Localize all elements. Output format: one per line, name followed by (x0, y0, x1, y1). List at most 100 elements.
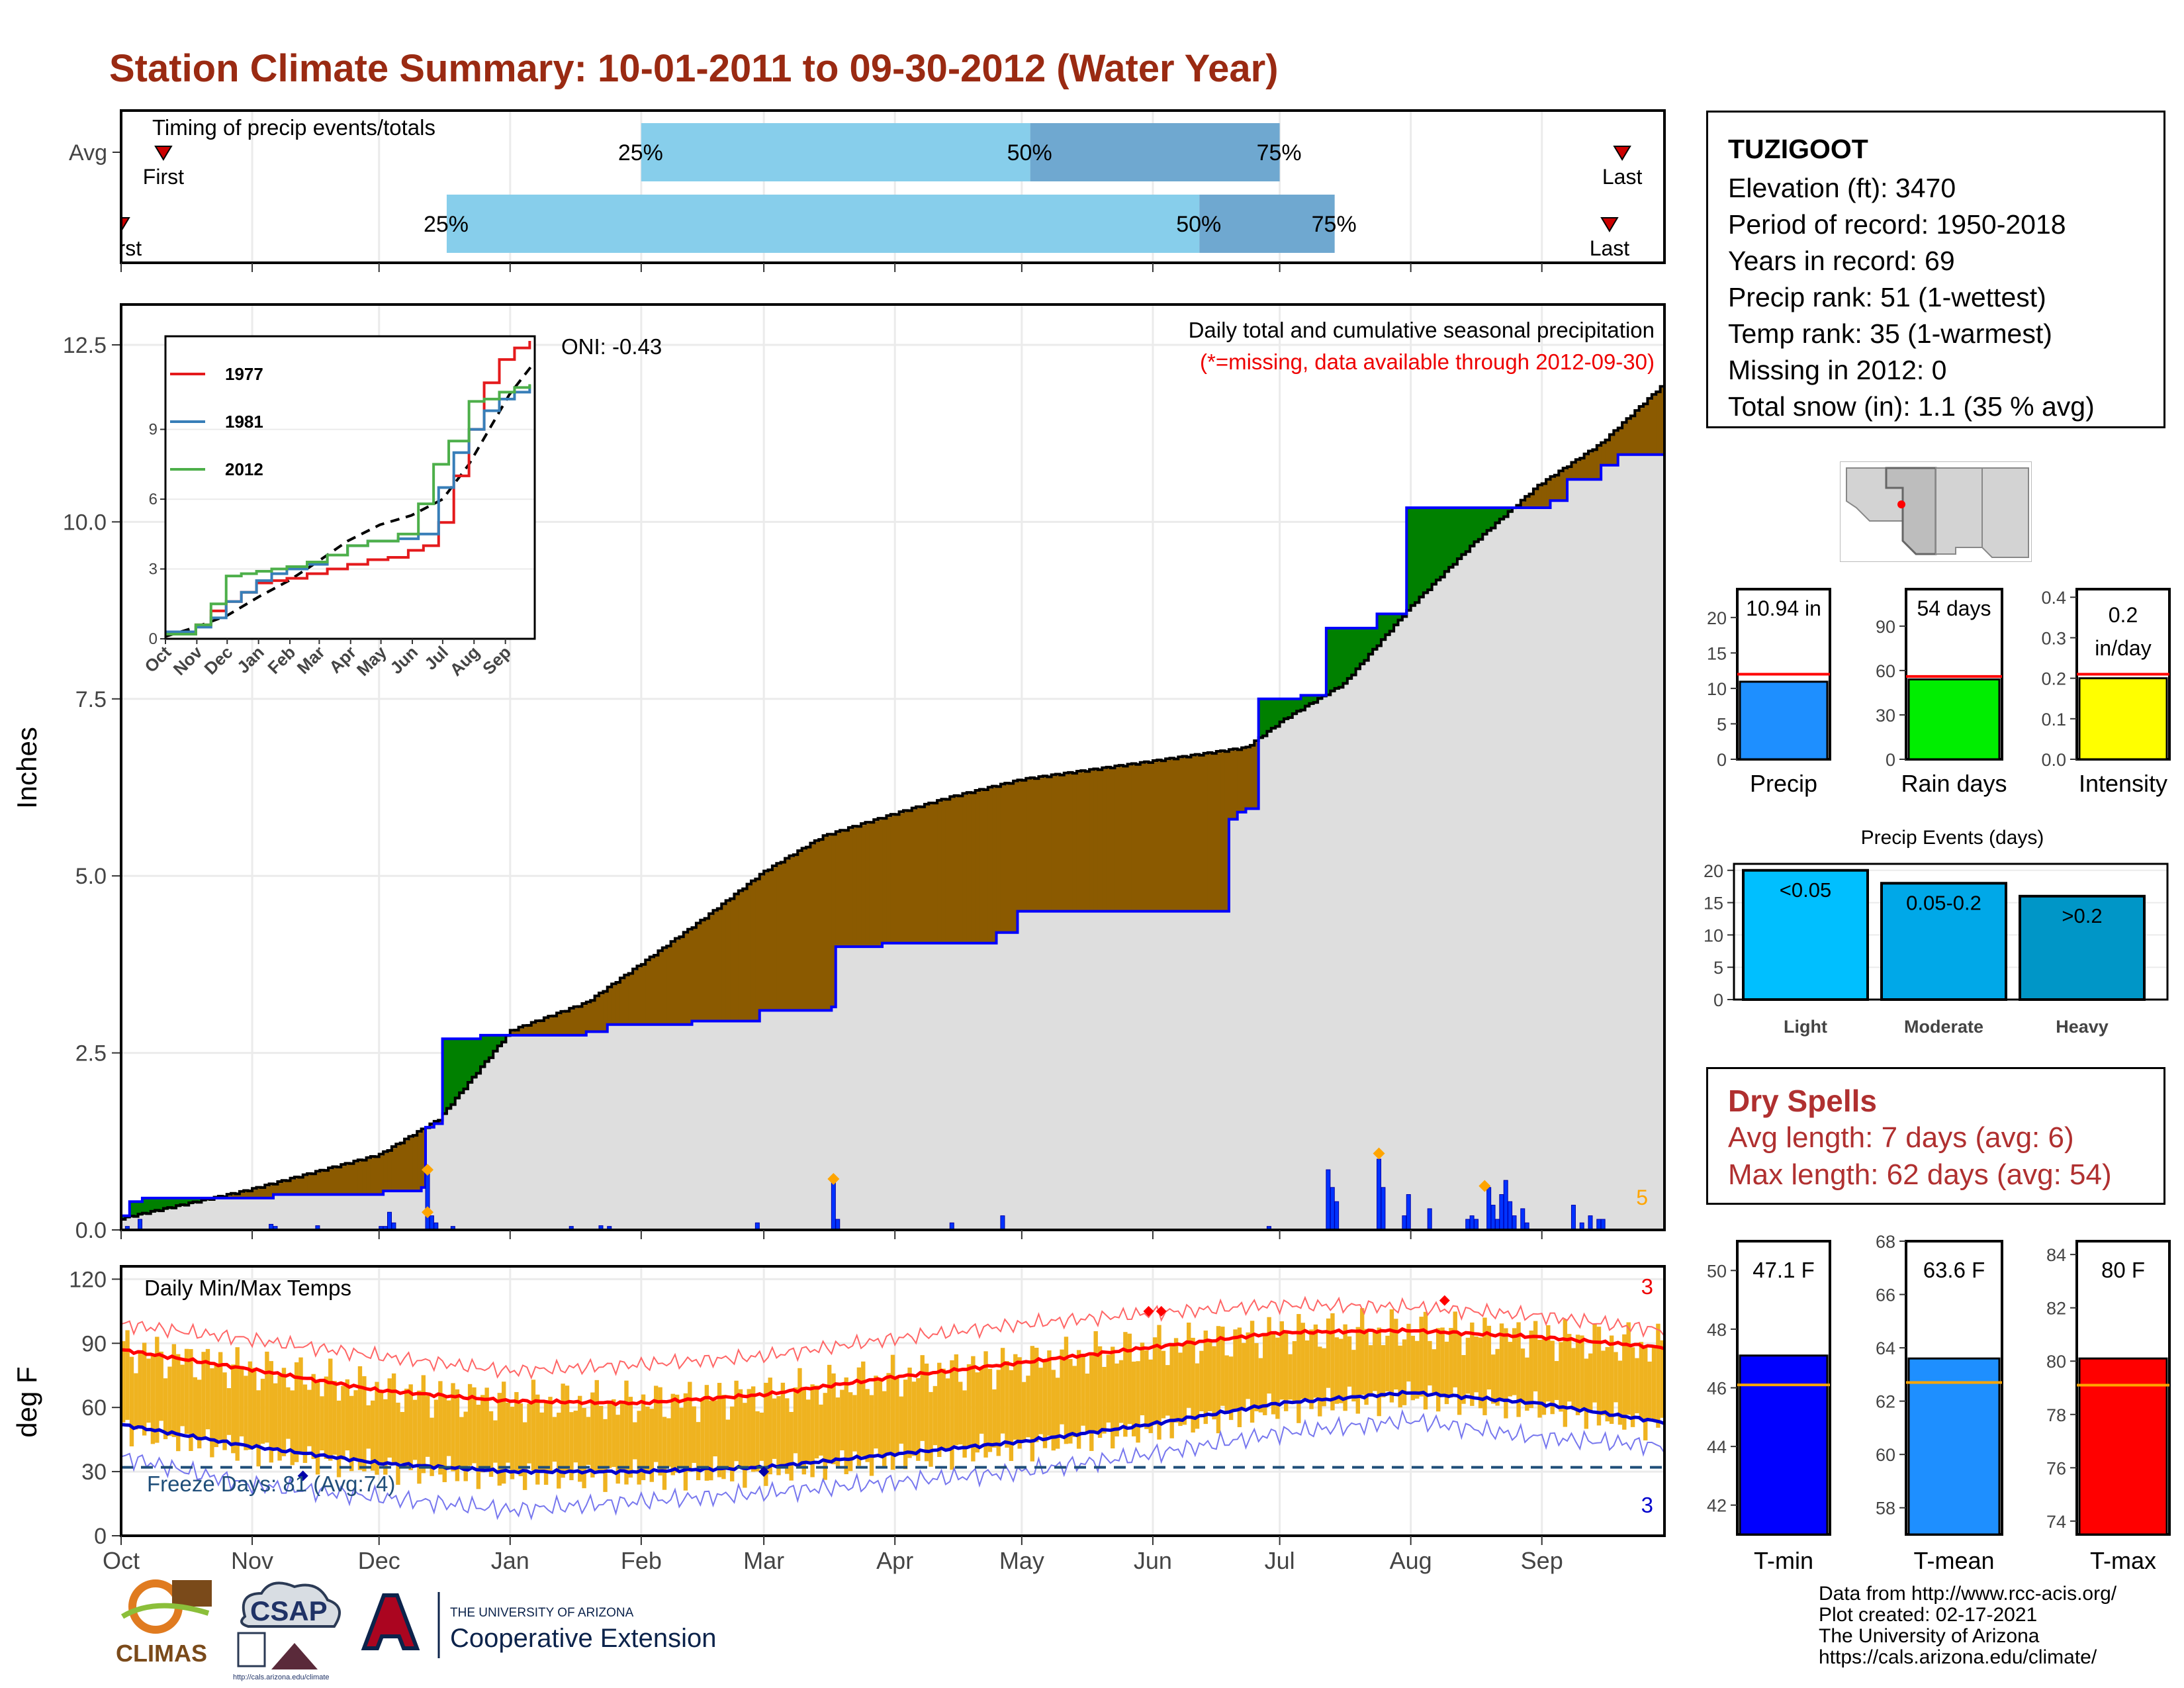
cumulative-difference-strip (1440, 507, 1445, 577)
cumulative-difference-strip (1089, 771, 1095, 912)
cumulative-difference-strip (759, 875, 764, 1011)
cumulative-difference-strip (1292, 698, 1297, 716)
daily-temp-range-bar (1042, 1360, 1048, 1448)
cumulative-difference-strip (920, 806, 925, 943)
daily-temp-range-bar (1423, 1311, 1428, 1410)
daily-temp-range-bar (1275, 1337, 1280, 1419)
events-bar (1880, 882, 2007, 1002)
daily-temp-range-bar (366, 1405, 371, 1449)
cumulative-difference-strip (1203, 754, 1208, 912)
cumulative-difference-strip (1643, 404, 1649, 455)
daily-precip-bar (1499, 1194, 1504, 1231)
cumulative-difference-strip (743, 888, 748, 1021)
daily-temp-range-bar (950, 1360, 954, 1470)
cumulative-difference-strip (1601, 444, 1606, 465)
daily-temp-range-bar (1182, 1343, 1187, 1425)
cumulative-difference-strip (1639, 408, 1644, 455)
daily-precip-bar (1512, 1215, 1517, 1231)
daily-temp-range-bar (543, 1400, 549, 1485)
cumulative-difference-strip (1614, 432, 1619, 465)
mini-temp-value: 80 F (2101, 1258, 2145, 1282)
record-low-marker (297, 1470, 308, 1481)
cumulative-difference-strip (1525, 498, 1530, 508)
cumulative-difference-strip (641, 964, 646, 1025)
cumulative-difference-strip (950, 798, 955, 943)
daily-temp-range-bar (1165, 1365, 1170, 1416)
cumulative-difference-strip (1339, 628, 1344, 688)
daily-precip-bar (1600, 1219, 1606, 1231)
cumulative-difference-strip (979, 790, 984, 943)
mini-temp-y-tick-label: 64 (1876, 1338, 1895, 1358)
cumulative-difference-strip (1051, 776, 1056, 912)
heavy-precip-marker (1373, 1147, 1385, 1160)
cumulative-difference-strip (1656, 391, 1661, 455)
cumulative-difference-strip (569, 1009, 574, 1035)
daily-temp-range-bar (265, 1351, 269, 1443)
cumulative-difference-strip (391, 1148, 396, 1192)
cumulative-difference-strip (129, 1201, 134, 1218)
daily-temp-range-bar (171, 1344, 177, 1437)
daily-precip-bar (1503, 1180, 1508, 1231)
daily-precip-bar (1330, 1187, 1335, 1231)
cumulative-difference-strip (1326, 628, 1331, 695)
cumulative-difference-strip (1072, 773, 1077, 912)
daily-temp-range-bar (1537, 1340, 1542, 1418)
daily-temp-range-bar (962, 1390, 967, 1458)
daily-temp-range-bar (1347, 1336, 1352, 1387)
cumulative-difference-strip (472, 1039, 477, 1079)
cumulative-difference-strip (557, 1014, 562, 1035)
daily-temp-range-bar (1283, 1331, 1289, 1411)
page-title: Station Climate Summary: 10-01-2011 to 0… (109, 47, 1279, 90)
cumulative-difference-strip (1343, 628, 1348, 685)
footer-line: Data from http://www.rcc-acis.org/ (1819, 1583, 2117, 1605)
daily-temp-range-bar (1157, 1325, 1161, 1440)
mini-precip-value: 10.94 in (1746, 596, 1821, 620)
daily-temp-range-bar (320, 1396, 324, 1451)
cumulative-difference-strip (1474, 507, 1479, 543)
daily-temp-range-bar (1343, 1324, 1347, 1411)
quartile-label-50: 50% (1007, 140, 1052, 165)
cumulative-difference-strip (958, 796, 964, 943)
daily-temp-range-bar (1136, 1361, 1140, 1443)
daily-temp-range-bar (163, 1378, 168, 1440)
daily-temp-range-bar (1131, 1361, 1136, 1436)
month-x-tick-label: Oct (103, 1547, 140, 1574)
daily-temp-range-bar (594, 1380, 599, 1474)
precip-y-tick-label: 2.5 (75, 1041, 107, 1066)
cumulative-difference-strip (497, 1035, 502, 1048)
mini-temp-y-tick-label: 58 (1876, 1499, 1895, 1519)
daily-temp-range-bar (1093, 1331, 1098, 1432)
daily-temp-range-bar (180, 1364, 185, 1427)
daily-temp-range-bar (983, 1351, 988, 1458)
daily-temp-range-bar (134, 1373, 138, 1430)
daily-temp-range-bar (1622, 1334, 1627, 1430)
mini-temp-label: T-mean (1913, 1547, 1994, 1574)
cumulative-difference-strip (1575, 461, 1580, 480)
daily-temp-range-bar (1191, 1337, 1195, 1433)
csap-url: http://cals.arizona.edu/climate (233, 1673, 330, 1681)
daily-temp-range-bar (1495, 1348, 1500, 1406)
daily-temp-range-bar (497, 1393, 502, 1486)
daily-temp-range-bar (1592, 1324, 1597, 1403)
cumulative-difference-strip (1635, 412, 1640, 455)
cumulative-difference-strip (628, 973, 633, 1025)
daily-temp-range-bar (1474, 1336, 1479, 1393)
cumulative-difference-strip (987, 788, 993, 943)
daily-temp-range-bar (823, 1393, 827, 1480)
daily-temp-range-bar (945, 1378, 950, 1450)
cold-record-count: 3 (1641, 1493, 1653, 1517)
cumulative-difference-strip (840, 831, 845, 947)
cumulative-difference-strip (1207, 754, 1212, 912)
month-x-tick-label: May (999, 1547, 1044, 1574)
cumulative-difference-strip (552, 1015, 557, 1035)
mini-precip-label: Intensity (2079, 770, 2167, 797)
cumulative-difference-strip (244, 1192, 249, 1198)
cumulative-difference-strip (1559, 472, 1564, 501)
daily-temp-range-bar (260, 1378, 265, 1444)
cumulative-difference-strip (366, 1158, 371, 1195)
cumulative-difference-strip (666, 946, 672, 1025)
daily-temp-range-bar (1318, 1346, 1322, 1417)
daily-temp-range-bar (700, 1399, 705, 1469)
cumulative-difference-strip (603, 991, 608, 1032)
daily-temp-range-bar (506, 1402, 510, 1463)
